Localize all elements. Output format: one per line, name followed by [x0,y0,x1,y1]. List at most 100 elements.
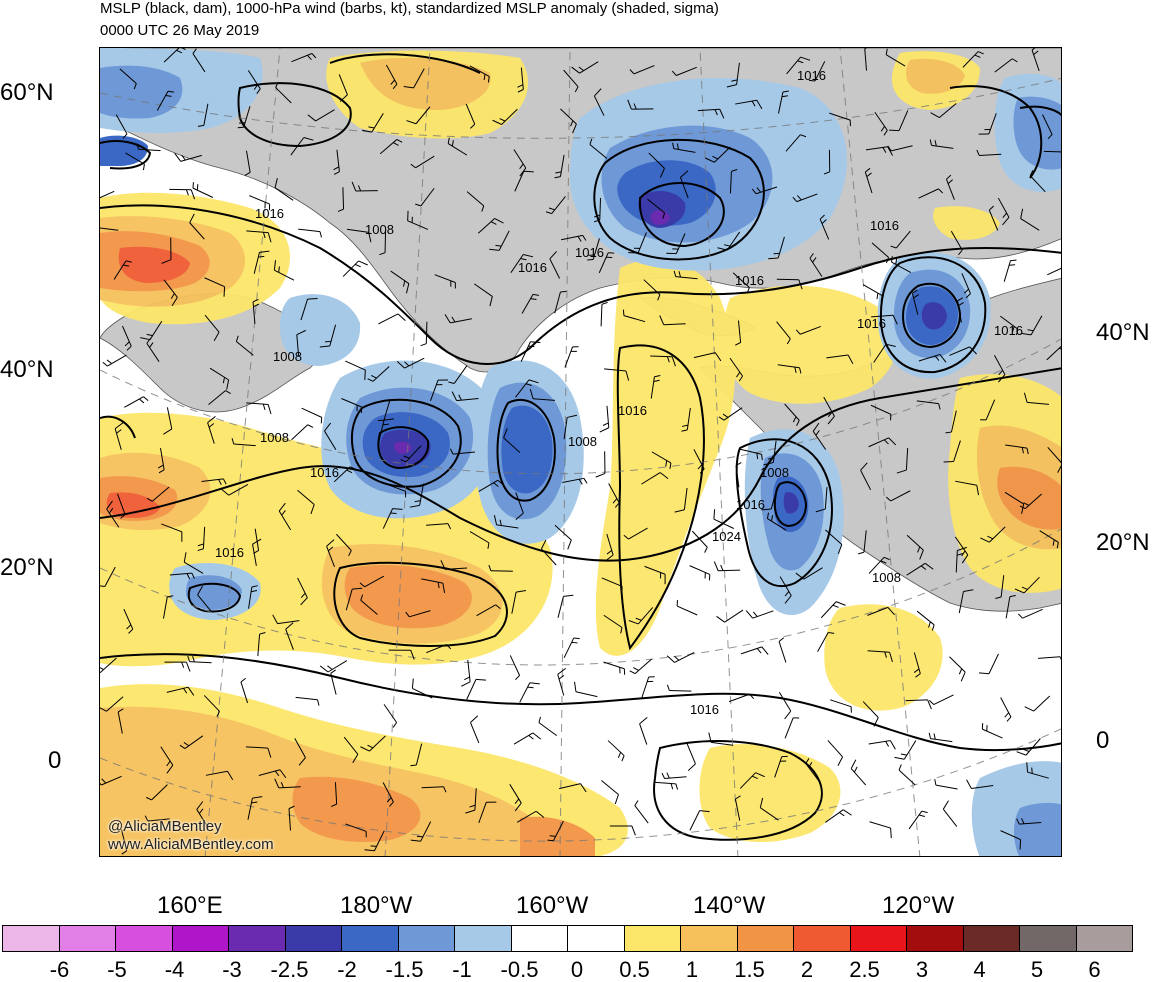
wind-barb-flag [839,812,844,815]
wind-barb [718,570,740,571]
contour-label: 1016 [690,702,719,717]
wind-barb-flag [929,733,930,739]
wind-barb-flag [671,783,673,789]
wind-barb [779,692,790,711]
wind-barb [675,652,695,662]
lat-label-20n-left: 20°N [0,555,54,581]
colorbar [2,925,1132,952]
wind-barb-flag [476,679,486,680]
wind-barb [1044,151,1062,152]
wind-barb [345,361,365,370]
colorbar-swatch [963,925,1021,952]
contour-label: 1008 [760,465,789,480]
lon-label-120w: 120°W [882,893,954,919]
wind-barb-flag [529,735,534,739]
map-panel[interactable]: 1016 1016 1016 1016 1016 1016 1016 1016 … [99,47,1062,857]
wind-barb-flag [1032,768,1033,774]
wind-barb-flag [843,810,851,816]
wind-barb [510,655,519,675]
wind-barb-flag [258,256,264,257]
wind-barb-flag [922,811,928,813]
wind-barb-flag [630,671,635,674]
wind-barb-flag [563,595,573,596]
wind-barb-flag [667,685,669,691]
wind-barb-flag [959,669,961,674]
map-title: MSLP (black, dam), 1000-hPa wind (barbs,… [100,0,719,18]
colorbar-tick-label: 6 [1088,958,1100,982]
wind-barb [635,806,648,823]
wind-barb [343,187,344,209]
wind-barb [665,777,687,779]
wind-barb-flag [393,722,396,727]
wind-barb-flag [421,344,427,346]
wind-barb [608,741,624,756]
wind-barb-flag [967,780,972,789]
wind-barb-flag [539,717,541,723]
colorbar-swatch [1076,925,1134,952]
wind-barb [539,723,557,736]
contour-label: 1024 [712,529,741,544]
wind-barb [107,355,126,366]
wind-barb [378,314,398,324]
wind-barb [193,188,213,197]
wind-barb-flag [547,840,553,841]
colorbar-swatch [341,925,399,952]
wind-barb-flag [1025,707,1034,711]
wind-barb [1001,698,1011,717]
lat-label-40n-right: 40°N [1096,320,1150,346]
wind-barb-flag [894,757,904,759]
wind-barb-flag [417,836,423,837]
wind-barb [931,739,953,742]
wind-barb-flag [327,666,332,670]
lat-label-0-right: 0 [1096,728,1109,754]
wind-barb [328,661,347,672]
wind-barb [654,782,676,784]
wind-barb-flag [139,399,144,403]
wind-barb-flag [1018,614,1022,618]
wind-barb [607,406,609,428]
wind-barb [677,606,697,615]
wind-barb-flag [182,662,184,668]
wind-barb-flag [596,473,605,477]
contour-label: 1008 [568,434,597,449]
wind-barb-flag [1061,152,1062,158]
contour-label: 1016 [310,465,339,480]
colorbar-swatch [115,925,173,952]
wind-barb [949,657,965,672]
wind-barb-flag [929,700,933,704]
wind-barb-flag [901,754,907,755]
colorbar-swatch [285,925,343,952]
wind-barb [690,811,700,831]
wind-barb [650,356,672,357]
wind-barb-flag [746,611,752,619]
wind-barb [468,660,470,682]
wind-barb-flag [325,341,331,342]
wind-barb-flag [186,662,190,671]
wind-barb [785,718,793,738]
wind-barb [863,285,882,296]
wind-barb-flag [762,647,768,655]
colorbar-swatch [737,925,795,952]
contour-label: 1016 [618,403,647,418]
colorbar-tick-label: 0 [571,958,583,982]
wind-barb-flag [100,667,104,670]
wind-barb-flag [674,656,678,660]
contour-label: 1008 [260,430,289,445]
wind-barb-flag [398,314,405,321]
contour-label: 1016 [994,323,1023,338]
colorbar-swatch [398,925,456,952]
credit-handle: @AliciaMBentley [108,818,222,835]
colorbar-swatch [793,925,851,952]
wind-barb-flag [365,370,366,380]
contour-label: 1008 [273,349,302,364]
wind-barb-flag [833,605,839,607]
wind-barb [640,724,647,745]
wind-barb-flag [757,648,761,653]
colorbar-tick-label: -4 [165,958,185,982]
wind-barb [899,770,915,785]
wind-barb-flag [635,800,638,805]
colorbar-swatch [906,925,964,952]
colorbar-tick-label: 5 [1031,958,1043,982]
wind-barb [601,304,602,326]
wind-barb-flag [320,666,328,672]
